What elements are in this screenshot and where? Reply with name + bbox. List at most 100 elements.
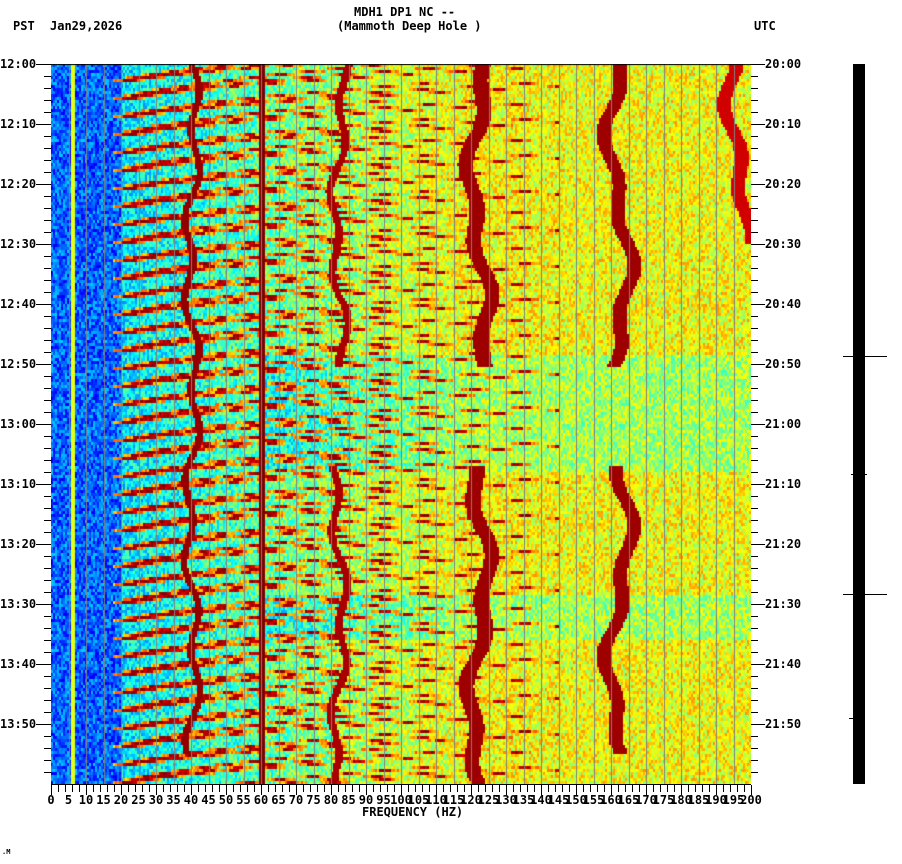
x-tick-label: 200: [740, 793, 762, 807]
x-tick: [646, 785, 647, 795]
x-tick: [177, 785, 178, 792]
x-tick: [625, 785, 626, 792]
x-tick: [114, 785, 115, 792]
y-tick-right: [751, 292, 758, 293]
x-tick: [527, 785, 528, 792]
x-tick-label: 10: [78, 793, 94, 807]
y-tick-right: [751, 352, 758, 353]
x-tick: [387, 785, 388, 792]
y-tick-label-right: 21:00: [765, 417, 802, 431]
x-tick: [380, 785, 381, 792]
x-tick: [401, 785, 402, 795]
y-tick-label-right: 21:20: [765, 537, 802, 551]
x-tick: [443, 785, 444, 792]
x-tick-label: 30: [148, 793, 164, 807]
y-tick-right: [751, 472, 758, 473]
y-tick-left: [44, 592, 51, 593]
y-tick-left: [44, 208, 51, 209]
y-tick-left: [44, 496, 51, 497]
y-tick-left: [44, 328, 51, 329]
x-tick-label: 75: [306, 793, 321, 807]
x-tick: [142, 785, 143, 792]
spectrogram-canvas: [51, 64, 751, 784]
y-tick-left: [44, 652, 51, 653]
y-tick-left: [44, 676, 51, 677]
y-tick-left: [44, 448, 51, 449]
y-tick-label-right: 21:40: [765, 657, 802, 671]
y-tick-left: [44, 640, 51, 641]
y-tick-left: [36, 664, 51, 665]
x-tick-label: 120: [460, 793, 482, 807]
x-tick: [247, 785, 248, 792]
x-tick: [170, 785, 171, 792]
y-tick-left: [44, 436, 51, 437]
y-tick-right: [751, 628, 758, 629]
y-tick-right: [751, 112, 758, 113]
x-tick-label: 25: [131, 793, 146, 807]
x-tick: [373, 785, 374, 792]
x-tick-label: 195: [722, 793, 745, 807]
y-tick-right: [751, 700, 758, 701]
trace-event-mark: [849, 718, 865, 719]
x-tick: [366, 785, 367, 795]
x-tick: [275, 785, 276, 792]
y-tick-left: [36, 184, 51, 185]
spectrogram-plot: [51, 64, 751, 784]
y-tick-right: [751, 376, 758, 377]
x-tick: [86, 785, 87, 795]
x-tick-label: 90: [358, 793, 374, 807]
x-tick: [303, 785, 304, 792]
y-tick-label-right: 20:20: [765, 177, 802, 191]
x-tick: [660, 785, 661, 792]
y-tick-label-left: 13:10: [0, 477, 37, 491]
y-tick-label-left: 13:20: [0, 537, 37, 551]
y-tick-left: [36, 304, 51, 305]
x-tick: [205, 785, 206, 792]
x-tick: [121, 785, 122, 795]
x-tick: [450, 785, 451, 792]
y-tick-label-left: 12:20: [0, 177, 37, 191]
y-tick-label-right: 21:50: [765, 717, 802, 731]
x-tick-label: 170: [635, 793, 657, 807]
x-tick: [107, 785, 108, 792]
x-tick-label: 0: [47, 793, 55, 807]
x-tick: [93, 785, 94, 792]
y-tick-right: [751, 448, 758, 449]
x-tick-label: 125: [477, 793, 500, 807]
y-tick-right: [751, 748, 758, 749]
trace-event-mark: [843, 594, 887, 595]
y-tick-label-right: 20:50: [765, 357, 802, 371]
y-tick-label-left: 12:30: [0, 237, 37, 251]
y-tick-left: [44, 376, 51, 377]
x-tick: [471, 785, 472, 795]
x-tick: [534, 785, 535, 792]
x-tick: [681, 785, 682, 795]
y-tick-right: [751, 316, 758, 317]
y-tick-right: [751, 220, 758, 221]
y-tick-right: [751, 100, 758, 101]
x-tick: [212, 785, 213, 792]
y-tick-left: [36, 64, 51, 65]
y-tick-left: [44, 700, 51, 701]
y-tick-right: [751, 364, 765, 365]
x-tick: [709, 785, 710, 792]
y-tick-left: [44, 400, 51, 401]
corner-mark: .M: [2, 848, 11, 856]
y-tick-right: [751, 712, 758, 713]
x-tick: [520, 785, 521, 792]
x-tick: [282, 785, 283, 792]
x-tick-label: 160: [600, 793, 622, 807]
y-tick-right: [751, 724, 765, 725]
x-tick: [345, 785, 346, 792]
y-tick-right: [751, 244, 765, 245]
y-tick-right: [751, 580, 758, 581]
x-tick-label: 20: [113, 793, 129, 807]
y-tick-left: [36, 244, 51, 245]
x-tick: [590, 785, 591, 792]
x-tick-label: 190: [705, 793, 727, 807]
x-tick: [261, 785, 262, 795]
x-tick: [198, 785, 199, 792]
y-tick-left: [44, 232, 51, 233]
x-tick: [548, 785, 549, 792]
x-tick: [72, 785, 73, 792]
